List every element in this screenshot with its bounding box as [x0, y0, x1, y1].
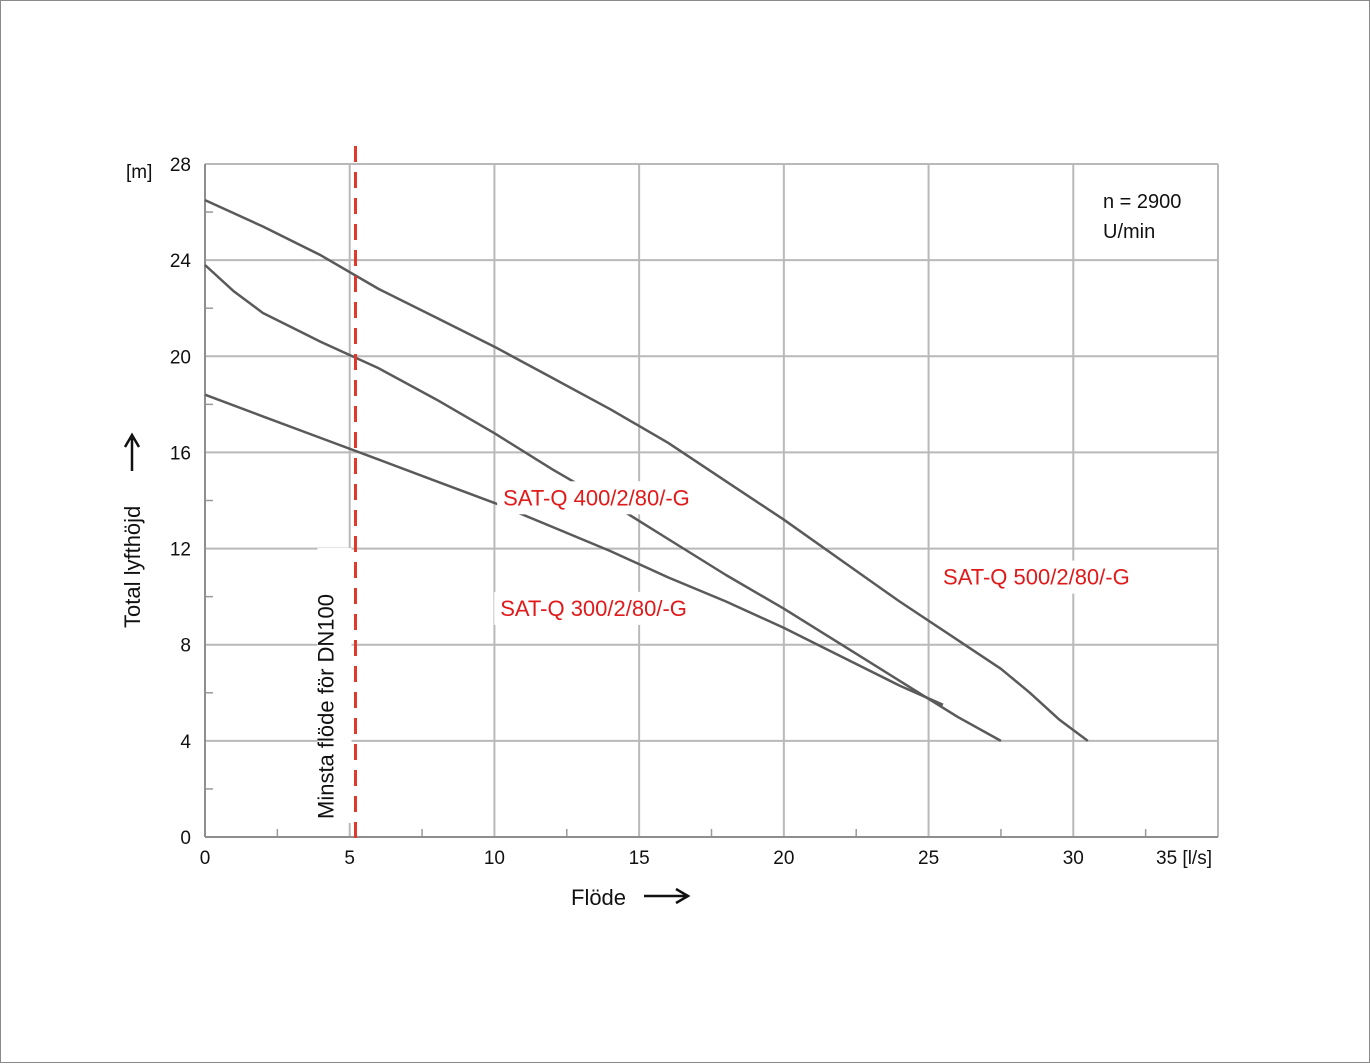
x-tick-label: 20: [773, 848, 794, 869]
y-tick-label: 20: [170, 347, 191, 368]
min-flow-label-bg: [317, 548, 352, 823]
series-label-bg: [497, 481, 696, 515]
min-flow-marker: Minsta flöde för DN100: [314, 146, 358, 841]
y-axis-title: Total lyfthöjd: [120, 506, 145, 628]
y-tick-label: 8: [180, 636, 191, 657]
series-label: SAT-Q 300/2/80/-G: [500, 596, 687, 621]
x-axis-arrow-icon: [644, 887, 691, 905]
chart-labels: [m] 35 [l/s] n = 2900 U/min Flöde Total …: [120, 162, 1212, 910]
min-flow-label: Minsta flöde för DN100: [314, 594, 339, 819]
y-tick-label: 0: [180, 828, 191, 849]
minor-ticks: [205, 211, 1147, 837]
x-unit-label: 35 [l/s]: [1156, 848, 1212, 869]
x-tick-label: 5: [344, 848, 355, 869]
x-tick-label: 15: [629, 848, 650, 869]
x-tick-label: 25: [918, 848, 939, 869]
grid: [205, 163, 1219, 837]
x-tick-label: 10: [484, 848, 505, 869]
pump-curves: [204, 198, 1089, 742]
x-tick-label: 0: [200, 848, 211, 869]
axes: [204, 164, 1218, 838]
y-unit-label: [m]: [126, 162, 152, 183]
series-line: [204, 198, 1089, 742]
y-tick-label: 16: [170, 443, 191, 464]
speed-note-line2: U/min: [1103, 221, 1155, 243]
y-tick-label: 28: [170, 155, 191, 176]
y-tick-label: 24: [170, 251, 192, 272]
x-tick-label: 30: [1063, 848, 1084, 869]
series-label-bg: [937, 560, 1136, 594]
y-axis-arrow-icon: [123, 432, 141, 471]
series-labels: SAT-Q 500/2/80/-G SAT-Q 400/2/80/-G SAT-Q …: [494, 481, 1136, 625]
y-tick-label: 4: [180, 732, 191, 753]
tick-labels: 0 5 10 15 20 25 30 0 4 8 12 16 20 24 28: [170, 155, 1084, 869]
series-label-bg: [494, 591, 693, 625]
series-label: SAT-Q 500/2/80/-G: [943, 565, 1130, 590]
x-axis-title: Flöde: [571, 885, 626, 910]
speed-note-line1: n = 2900: [1103, 191, 1181, 213]
y-tick-label: 12: [170, 540, 191, 561]
series-label: SAT-Q 400/2/80/-G: [503, 485, 690, 510]
series-line: [204, 264, 1002, 742]
series-line: [204, 393, 944, 706]
